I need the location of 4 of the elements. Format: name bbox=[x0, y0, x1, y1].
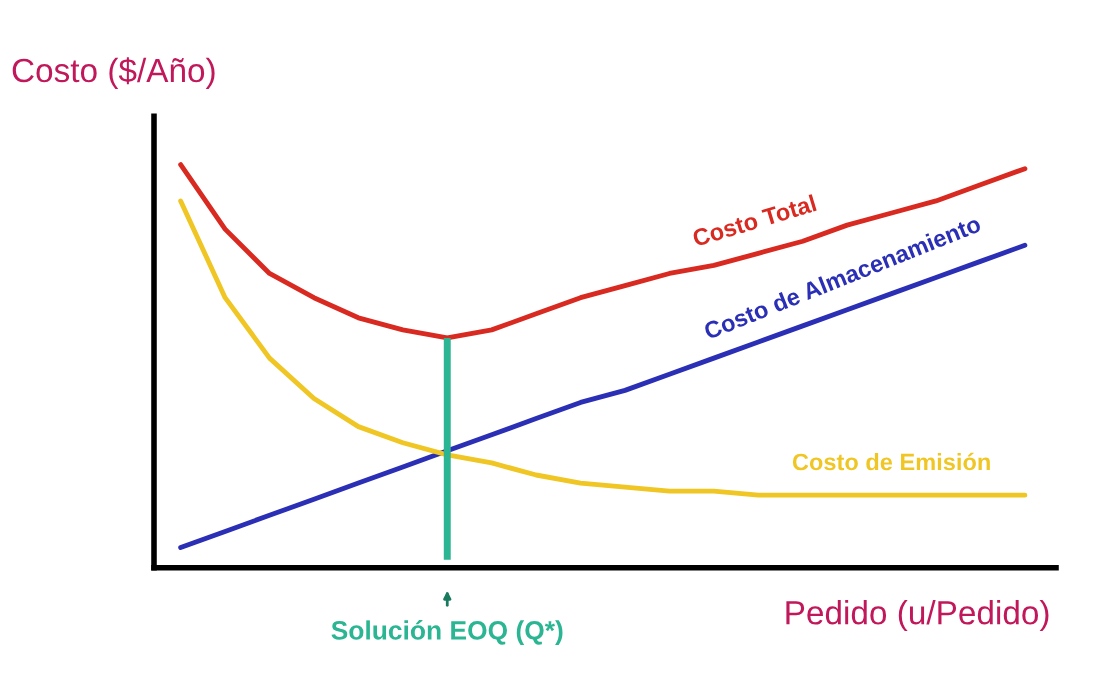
y-axis-title: Costo ($/Año) bbox=[12, 57, 215, 89]
series-label: Costo de Emisión bbox=[792, 452, 990, 471]
text: Solución EOQ (Q*) bbox=[331, 620, 563, 645]
x-axis-title: Pedido (u/Pedido) bbox=[786, 600, 1049, 632]
